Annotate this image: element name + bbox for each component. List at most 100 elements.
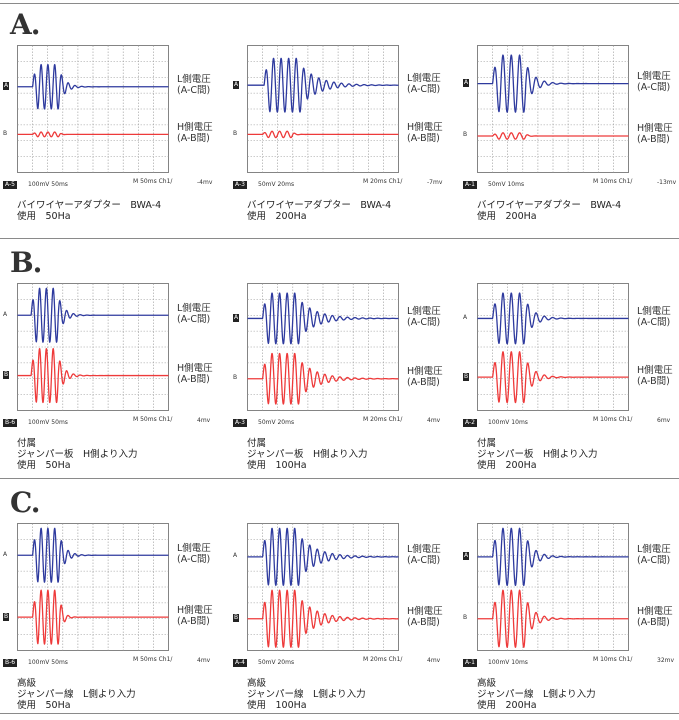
oscilloscope-chart xyxy=(477,283,629,411)
scale-readout: 100mV 10ms xyxy=(488,659,528,666)
oscilloscope-chart xyxy=(17,523,169,651)
scale-readout: 50mV 20ms xyxy=(258,181,295,188)
panel-caption: 付属 ジャンパー板 H側より入力 使用 100Ha xyxy=(247,438,368,471)
scope-readout-row: B-6 100mV 50ms M 50ms Ch1/4mv xyxy=(3,416,242,429)
scope-readout-row: A-3 50mV 20ms M 20ms Ch1/ -7mv xyxy=(233,178,472,191)
panel-caption: 高級 ジャンパー線 L側より入力 使用 50Ha xyxy=(17,678,136,711)
channel-b-marker: B xyxy=(233,374,238,382)
oscilloscope-chart xyxy=(17,283,169,411)
timebase-readout: M 50ms Ch1/ xyxy=(133,178,173,185)
label-l-side-voltage: L側電圧 (A-C間) xyxy=(637,71,671,94)
divider-bottom xyxy=(0,713,679,714)
scale-readout: 50mV 10ms xyxy=(488,181,525,188)
scope-readout-row: A-1 100mV 10ms M 10ms Ch1/32mv xyxy=(463,656,679,669)
label-l-side-voltage: L側電圧 (A-C間) xyxy=(177,542,211,565)
channel-b-marker: B xyxy=(3,612,10,621)
offset-readout: 4mv xyxy=(197,417,211,424)
sample-tag: A-1 xyxy=(463,181,477,189)
timebase-readout: M 50ms Ch1/ xyxy=(133,416,173,423)
label-h-side-voltage: H側電圧 (A-B間) xyxy=(407,121,443,144)
label-h-side-voltage: H側電圧 (A-B間) xyxy=(177,604,213,627)
channel-a-marker: A xyxy=(463,313,468,321)
sample-tag: A-3 xyxy=(233,181,247,189)
divider-ab xyxy=(0,238,679,239)
channel-b-marker: B xyxy=(463,372,470,381)
label-h-side-voltage: H側電圧 (A-B間) xyxy=(637,123,673,146)
scope-readout-row: A-3 50mV 20ms M 20ms Ch1/4mv xyxy=(233,416,472,429)
scope-panel: A B L側電圧 (A-C間) H側電圧 (A-B間) A-3 50mV 20ms M 20… xyxy=(233,283,472,471)
trace-h-side xyxy=(477,351,629,404)
label-h-side-voltage: H側電圧 (A-B間) xyxy=(407,606,443,629)
trace-h-side xyxy=(17,589,169,645)
offset-readout: -13mv xyxy=(657,179,677,186)
label-h-side-voltage: H側電圧 (A-B間) xyxy=(177,363,213,386)
sample-tag: B-6 xyxy=(3,419,18,427)
scale-readout: 50mV 20ms xyxy=(258,419,295,426)
trace-h-side xyxy=(247,130,399,139)
oscilloscope-chart xyxy=(247,45,399,173)
panel-caption: バイワイヤーアダプター BWA-4 使用 200Ha xyxy=(477,200,622,222)
trace-h-side xyxy=(247,352,399,405)
panel-caption: バイワイヤーアダプター BWA-4 使用 50Ha xyxy=(17,200,162,222)
label-l-side-voltage: L側電圧 (A-C間) xyxy=(407,544,441,567)
scope-panel: A B L側電圧 (A-C間) H側電圧 (A-B間) A-1 100mV 10ms M 1… xyxy=(463,523,679,711)
channel-a-marker: A xyxy=(463,79,470,88)
label-h-side-voltage: H側電圧 (A-B間) xyxy=(637,606,673,629)
divider-bc xyxy=(0,478,679,479)
scope-panel: A B L側電圧 (A-C間) H側電圧 (A-B間) B-6 100mV 50ms M 5… xyxy=(3,283,242,471)
trace-h-side xyxy=(247,589,399,648)
scope-panel: A B L側電圧 (A-C間) H側電圧 (A-B間) A-3 50mV 20ms M 20… xyxy=(233,45,472,230)
sample-tag: A-3 xyxy=(233,419,247,427)
panel-caption: バイワイヤーアダプター BWA-4 使用 200Ha xyxy=(247,200,392,222)
trace-h-side xyxy=(17,131,169,138)
scale-readout: 100mV 50ms xyxy=(28,181,68,188)
trace-h-side xyxy=(477,589,629,648)
trace-l-side xyxy=(17,287,169,343)
scope-readout-row: A-4 50mV 20ms M 20ms Ch1/4mv xyxy=(233,656,472,669)
oscilloscope-chart xyxy=(477,45,629,173)
label-h-side-voltage: H側電圧 (A-B間) xyxy=(637,364,673,387)
trace-h-side xyxy=(477,132,629,140)
oscilloscope-chart xyxy=(247,523,399,651)
channel-b-marker: B xyxy=(233,129,238,137)
label-l-side-voltage: L側電圧 (A-C間) xyxy=(407,72,441,95)
label-l-side-voltage: L側電圧 (A-C間) xyxy=(177,302,211,325)
scope-readout-row: B-6 100mV 50ms M 50ms Ch1/4mv xyxy=(3,656,242,669)
sample-tag: A-4 xyxy=(233,659,247,667)
timebase-readout: M 50ms Ch1/ xyxy=(133,656,173,663)
offset-readout: -4mv xyxy=(197,179,213,186)
scope-readout-row: A-5 100mV 50ms M 50ms Ch1/ -4mv xyxy=(3,178,242,191)
trace-l-side xyxy=(247,292,399,345)
channel-b-marker: B xyxy=(3,371,10,380)
label-l-side-voltage: L側電圧 (A-C間) xyxy=(177,74,211,97)
divider-top xyxy=(0,3,679,4)
channel-a-marker: A xyxy=(463,552,470,561)
section-b-title: B. xyxy=(10,246,42,279)
channel-a-marker: A xyxy=(3,550,8,558)
sample-tag: A-5 xyxy=(3,181,17,189)
panel-caption: 付属 ジャンパー板 H側より入力 使用 200Ha xyxy=(477,438,598,471)
sample-tag: A-2 xyxy=(463,419,477,427)
scope-readout-row: A-2 100mV 10ms M 10ms Ch1/6mv xyxy=(463,416,679,429)
trace-l-side xyxy=(17,63,169,110)
oscilloscope-chart xyxy=(17,45,169,173)
section-a-title: A. xyxy=(10,8,41,41)
scope-panel: A B L側電圧 (A-C間) H側電圧 (A-B間) A-5 100mV 50ms M 5… xyxy=(3,45,242,230)
channel-a-marker: A xyxy=(233,552,238,560)
section-c-title: C. xyxy=(10,486,41,519)
channel-a-marker: A xyxy=(3,82,10,91)
channel-a-marker: A xyxy=(233,313,240,322)
panel-caption: 高級 ジャンパー線 L側より入力 使用 100Ha xyxy=(247,678,366,711)
scope-readout-row: A-1 50mV 10ms M 10ms Ch1/ -13mv xyxy=(463,178,679,191)
label-l-side-voltage: L側電圧 (A-C間) xyxy=(637,544,671,567)
timebase-readout: M 20ms Ch1/ xyxy=(363,656,403,663)
panel-caption: 付属 ジャンパー板 H側より入力 使用 50Ha xyxy=(17,438,138,471)
offset-readout: -7mv xyxy=(427,179,443,186)
timebase-readout: M 10ms Ch1/ xyxy=(593,416,633,423)
scale-readout: 100mV 50ms xyxy=(28,419,68,426)
trace-l-side xyxy=(477,527,629,587)
label-l-side-voltage: L側電圧 (A-C間) xyxy=(637,305,671,328)
offset-readout: 4mv xyxy=(427,657,441,664)
scale-readout: 50mV 20ms xyxy=(258,659,295,666)
trace-l-side xyxy=(477,54,629,113)
